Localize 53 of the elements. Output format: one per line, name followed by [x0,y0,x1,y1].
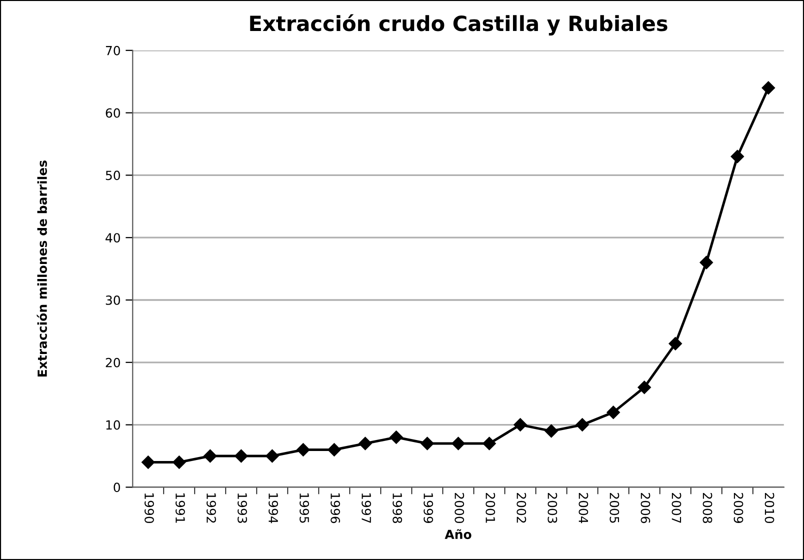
point [390,430,403,444]
point [358,436,372,450]
y-tick-label: 10 [106,420,120,430]
x-tick-label: 1991 [176,493,186,523]
x-tick-label: 2007 [672,492,682,523]
point [296,443,310,456]
y-tick-label: 60 [106,108,120,118]
x-tick-label: 1999 [424,493,434,523]
y-tick-label: 50 [106,170,120,180]
x-tick-label: 2001 [486,492,496,523]
y-tick-label: 40 [106,233,120,243]
point [142,456,155,469]
point [606,406,620,419]
x-tick-label: 2000 [454,492,464,524]
x-tick-label: 2006 [640,492,650,524]
x-tick-label: 1997 [362,493,372,523]
y-tick-label: 0 [114,482,120,492]
point [266,449,279,463]
x-tick-label: 2003 [548,492,558,523]
point [172,456,186,469]
point [452,436,465,450]
x-tick-label: 2009 [734,492,744,523]
x-tick-label: 2008 [702,492,712,524]
y-tick-label: 20 [106,358,120,368]
chart-title: Extracción crudo Castilla y Rubiales [250,14,668,36]
point [420,436,434,450]
point [762,81,775,94]
x-tick-label: 1994 [268,493,278,524]
y-axis-title: Extracción millones de barriles [36,160,47,377]
y-tick-label: 70 [106,46,120,56]
x-tick-label: 1990 [144,493,154,524]
point [328,443,341,456]
x-tick-label: 2004 [578,492,588,524]
x-tick-label: 2002 [516,492,526,523]
point [482,436,496,450]
x-tick-label: 1992 [206,493,216,523]
point [576,418,589,432]
x-tick-label: 2010 [764,492,774,524]
point [514,418,527,432]
point [730,150,744,164]
x-tick-label: 1998 [392,493,402,524]
point [668,337,682,350]
point [544,424,558,438]
x-axis-title: Año [444,529,472,540]
point [234,449,248,463]
point [204,449,217,463]
y-tick-label: 30 [106,295,120,305]
x-tick-label: 1995 [300,493,310,523]
x-tick-label: 1993 [238,493,248,523]
point [638,380,651,394]
x-tick-label: 1996 [330,493,340,524]
point [700,256,713,270]
x-tick-label: 2005 [610,492,620,523]
